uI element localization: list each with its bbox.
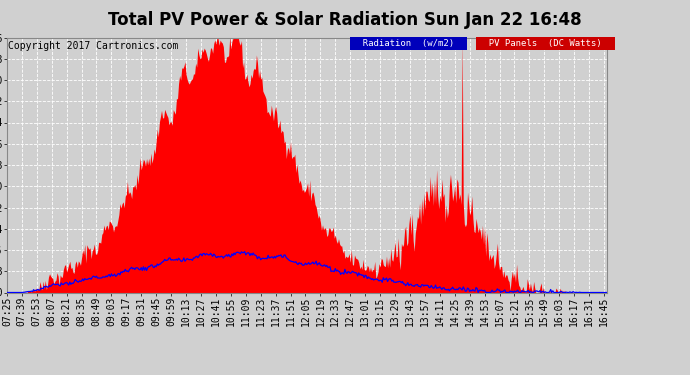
Text: PV Panels  (DC Watts): PV Panels (DC Watts) (478, 39, 613, 48)
Text: Total PV Power & Solar Radiation Sun Jan 22 16:48: Total PV Power & Solar Radiation Sun Jan… (108, 11, 582, 29)
Text: Copyright 2017 Cartronics.com: Copyright 2017 Cartronics.com (8, 41, 178, 51)
Text: Radiation  (w/m2): Radiation (w/m2) (352, 39, 465, 48)
